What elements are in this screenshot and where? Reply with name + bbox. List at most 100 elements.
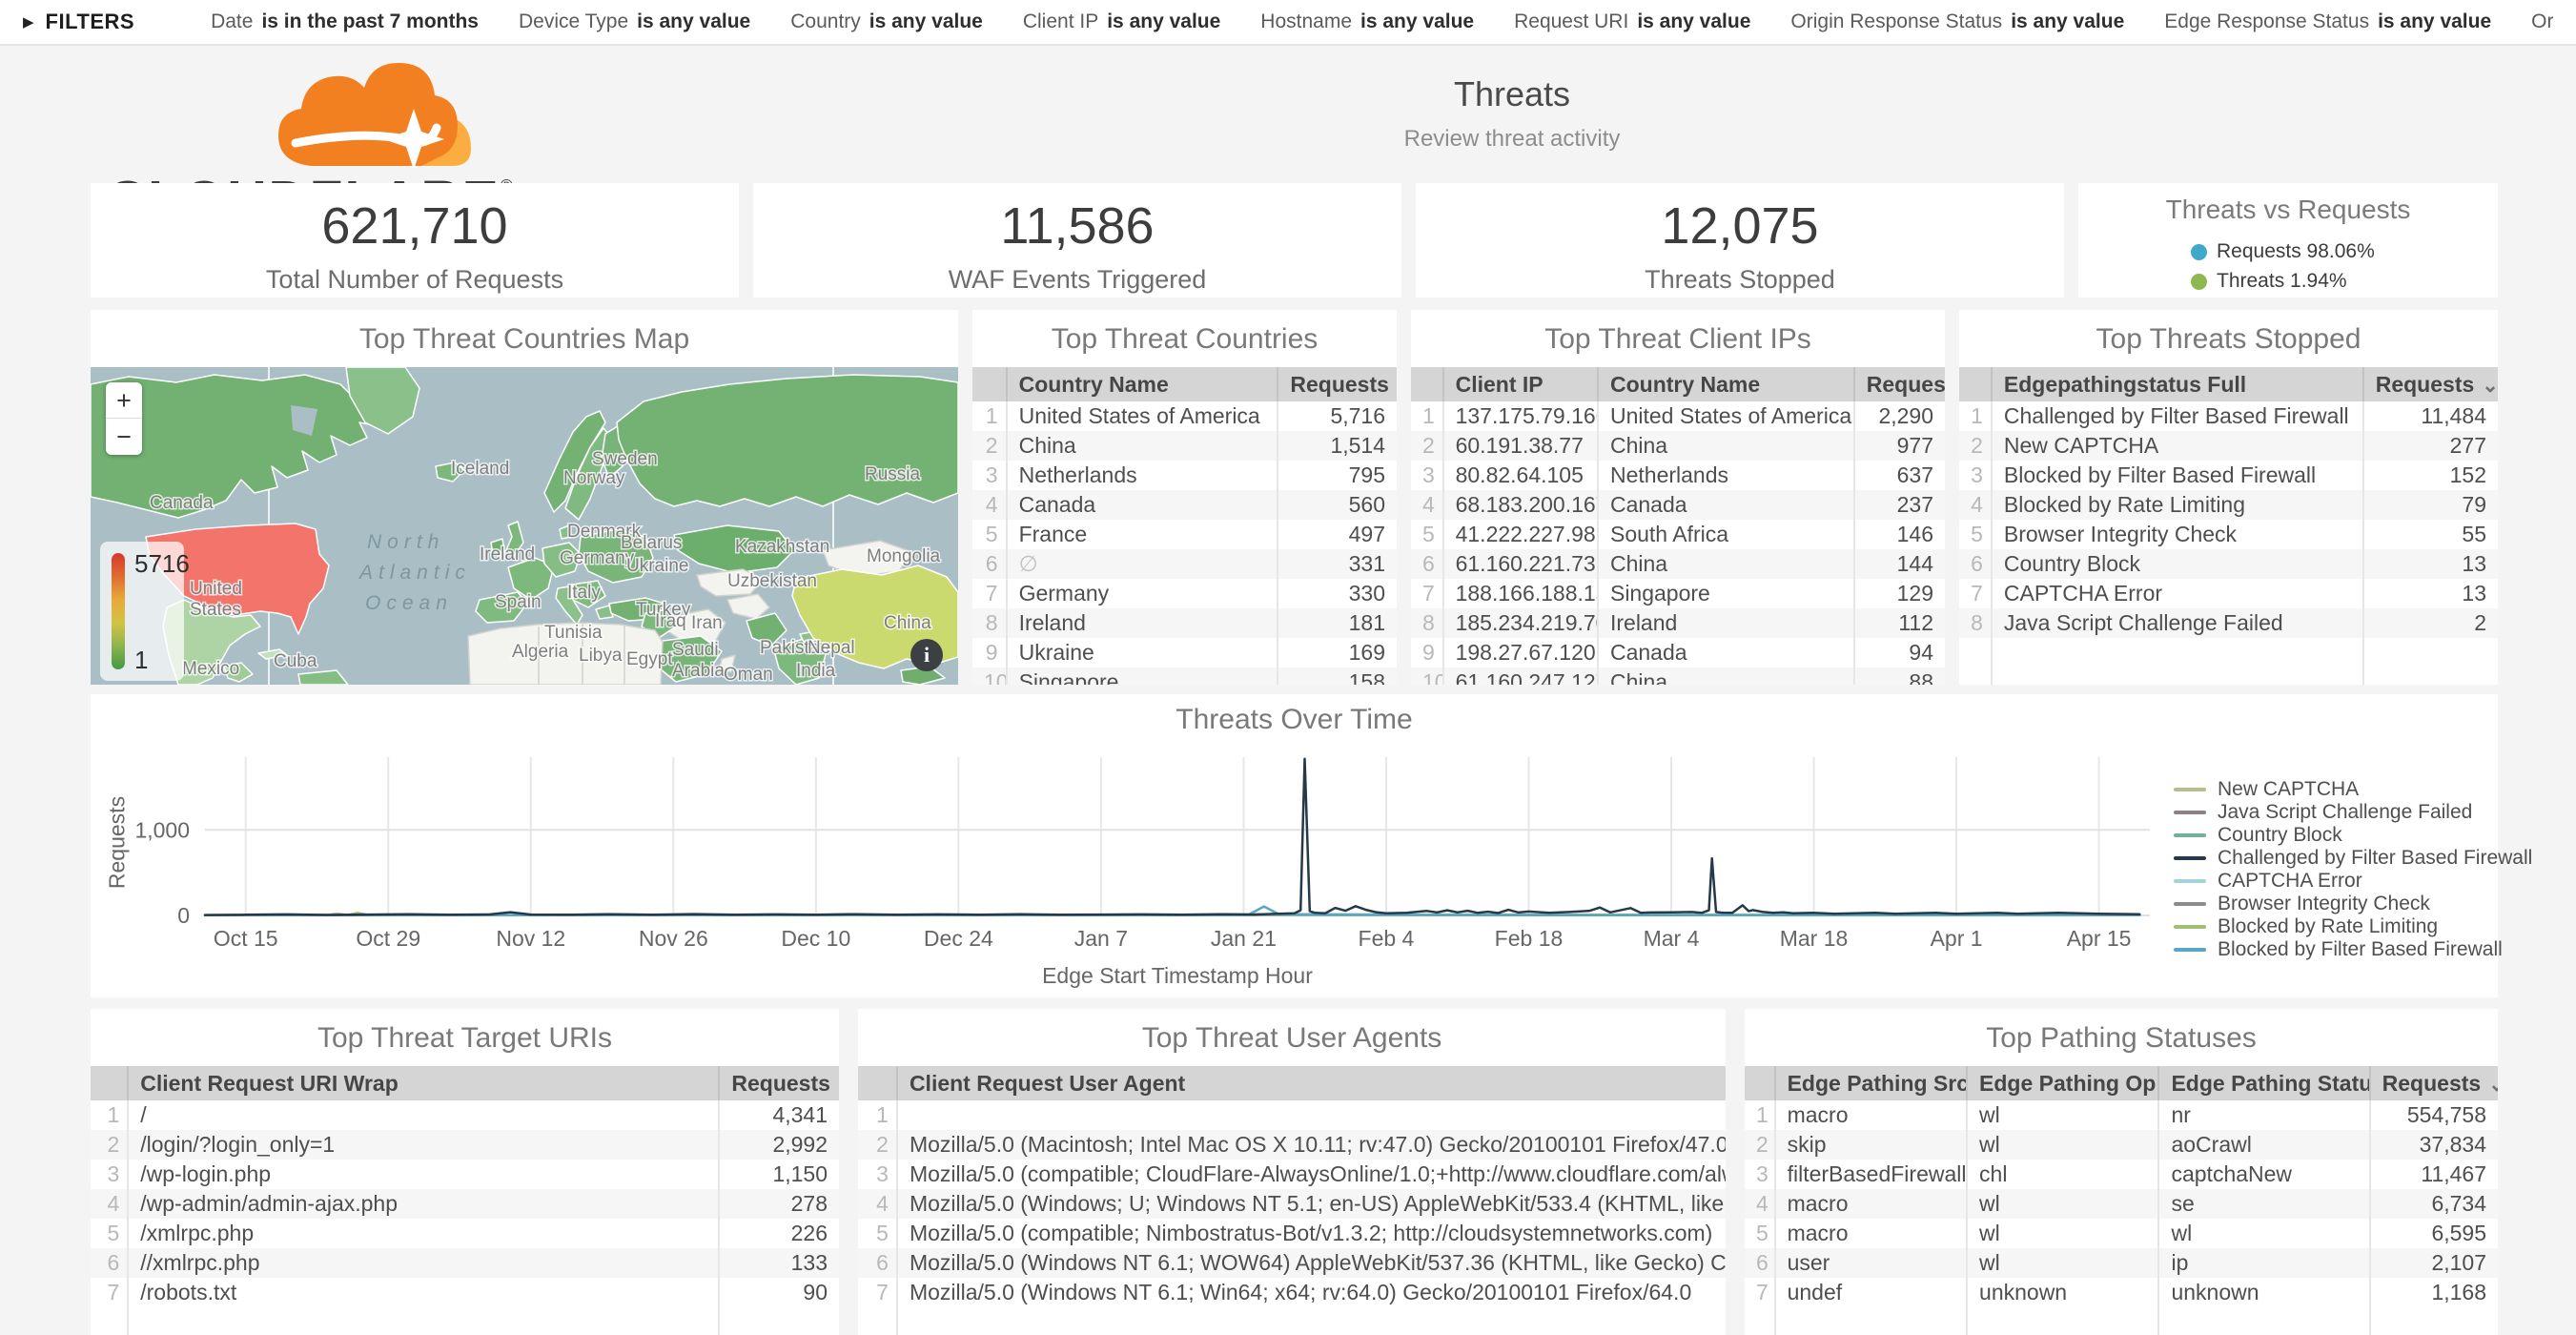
zoom-in-button[interactable]: + xyxy=(106,382,142,419)
table-row[interactable]: 2 skip wl aoCrawl 37,834 xyxy=(1745,1130,2498,1160)
table-filler xyxy=(858,1307,1726,1335)
column-header[interactable]: Requests⌄ xyxy=(1853,367,1945,401)
column-header[interactable]: Requests⌄ xyxy=(719,1066,839,1100)
chart-legend-item[interactable]: CAPTCHA Error xyxy=(2174,870,2532,893)
threats-over-time-chart[interactable]: Oct 15 Oct 29 Nov 12 Nov 26 Dec 10 Dec 24 Jan … xyxy=(91,694,2498,997)
table-row[interactable]: 9 198.27.67.120 Canada 94 xyxy=(1411,638,1945,668)
table-row[interactable]: 8 Ireland 181 xyxy=(972,608,1397,638)
table-row[interactable]: 2 Mozilla/5.0 (Macintosh; Intel Mac OS X … xyxy=(858,1130,1726,1160)
table-row[interactable]: 5 41.222.227.98 South Africa 146 xyxy=(1411,520,1945,549)
table-row[interactable]: 1 137.175.79.166 United States of America 2… xyxy=(1411,401,1945,431)
table-row[interactable]: 1/4,341 xyxy=(91,1100,839,1130)
pie-legend-item[interactable]: Threats 1.94% xyxy=(2191,270,2498,293)
table-row[interactable]: 5 macro wl wl 6,595 xyxy=(1745,1219,2498,1248)
table-row[interactable]: 9 Ukraine 169 xyxy=(972,638,1397,668)
column-header[interactable]: Edge Pathing Src xyxy=(1774,1066,1969,1100)
table-row[interactable]: 2 60.191.38.77 China 977 xyxy=(1411,431,1945,461)
column-header[interactable]: Client Request URI Wrap xyxy=(128,1066,721,1100)
column-header[interactable]: Country Name xyxy=(1597,367,1855,401)
table-row[interactable]: 1 United States of America 5,716 xyxy=(972,401,1397,431)
table-row[interactable]: 6 Country Block 13 xyxy=(1959,549,2498,579)
table-row[interactable]: 7 Mozilla/5.0 (Windows NT 6.1; Win64; x64… xyxy=(858,1278,1726,1307)
table-row[interactable]: 4 Blocked by Rate Limiting 79 xyxy=(1959,490,2498,520)
chart-legend-item[interactable]: New CAPTCHA xyxy=(2174,778,2532,801)
table-cell: 133 xyxy=(719,1248,839,1278)
threats_stopped-data-table: Edgepathingstatus Full Requests ⌄ 1 Challeng… xyxy=(1959,367,2498,685)
column-header[interactable]: Requests⌄ xyxy=(2362,367,2498,401)
table-row[interactable]: 6 Mozilla/5.0 (Windows NT 6.1; WOW64) App… xyxy=(858,1248,1726,1278)
table-cell: 112 xyxy=(1853,608,1945,638)
world-map[interactable]: North Atlantic Ocean Canada United States Mex… xyxy=(91,367,958,685)
table-row[interactable]: 4 macro wl se 6,734 xyxy=(1745,1189,2498,1219)
threats-vs-requests-card[interactable]: Threats vs Requests Requests 98.06% Threa… xyxy=(2078,183,2498,298)
filter-item[interactable]: Client IP is any value xyxy=(1022,10,1221,32)
pie-legend-item[interactable]: Requests 98.06% xyxy=(2191,240,2498,263)
table-row[interactable]: 7 undef unknown unknown 1,168 xyxy=(1745,1278,2498,1307)
table-row[interactable]: 8 Java Script Challenge Failed 2 xyxy=(1959,608,2498,638)
table-row[interactable]: 3/wp-login.php 1,150 xyxy=(91,1160,839,1189)
chart-legend-item[interactable]: Browser Integrity Check xyxy=(2174,893,2532,915)
table-row[interactable]: 5 France 497 xyxy=(972,520,1397,549)
filter-item[interactable]: Request URI is any value xyxy=(1514,10,1751,32)
chart-legend-item[interactable]: Challenged by Filter Based Firewall xyxy=(2174,847,2532,870)
zoom-out-button[interactable]: − xyxy=(106,419,142,455)
filter-item[interactable]: Country is any value xyxy=(790,10,983,32)
filter-item[interactable]: Date is in the past 7 months xyxy=(211,10,479,32)
table-row[interactable]: 7/robots.txt 90 xyxy=(91,1278,839,1307)
table-row[interactable]: 2/login/?login_only=1 2,992 xyxy=(91,1130,839,1160)
column-header[interactable]: Country Name xyxy=(1006,367,1279,401)
table-row[interactable]: 1 macro wl nr 554,758 xyxy=(1745,1100,2498,1130)
table-row[interactable]: 3 Blocked by Filter Based Firewall 152 xyxy=(1959,461,2498,490)
column-header[interactable]: Edgepathingstatus Full xyxy=(1991,367,2364,401)
table-row[interactable]: 4/wp-admin/admin-ajax.php 278 xyxy=(91,1189,839,1219)
chart-legend-item[interactable]: Blocked by Rate Limiting xyxy=(2174,915,2532,938)
column-header[interactable]: Client IP xyxy=(1442,367,1599,401)
table-row[interactable]: 5 Mozilla/5.0 (compatible; Nimbostratus-B… xyxy=(858,1219,1726,1248)
table-row[interactable]: 10 Singapore 158 xyxy=(972,668,1397,685)
table-row[interactable]: 5/xmlrpc.php 226 xyxy=(91,1219,839,1248)
table-row[interactable]: 2 China 1,514 xyxy=(972,431,1397,461)
chart-legend-item[interactable]: Country Block xyxy=(2174,824,2532,847)
table-row[interactable]: 1 xyxy=(858,1100,1726,1130)
column-header[interactable]: Requests⌄ xyxy=(1278,367,1397,401)
table-row[interactable]: 6 user wl ip 2,107 xyxy=(1745,1248,2498,1278)
column-header[interactable]: Edge Pathing Status xyxy=(2158,1066,2371,1100)
chart-legend-item[interactable]: Java Script Challenge Failed xyxy=(2174,801,2532,824)
table-cell: 129 xyxy=(1896,581,1933,606)
table-row[interactable]: 6//xmlrpc.php 133 xyxy=(91,1248,839,1278)
table-row[interactable]: 3 filterBasedFirewall chl captchaNew 11,467 xyxy=(1745,1160,2498,1189)
table-row[interactable]: 2 New CAPTCHA 277 xyxy=(1959,431,2498,461)
panel-title: Top Threats Stopped xyxy=(2096,323,2361,355)
filter-item[interactable]: Device Type is any value xyxy=(518,10,751,32)
column-header[interactable]: Requests⌄ xyxy=(2369,1066,2498,1100)
table-row[interactable]: 3 Mozilla/5.0 (compatible; CloudFlare-Alw… xyxy=(858,1160,1726,1189)
stat-waf-events[interactable]: 11,586 WAF Events Triggered xyxy=(753,183,1401,298)
table-row[interactable]: 4 68.183.200.167 Canada 237 xyxy=(1411,490,1945,520)
filter-item[interactable]: Edge Response Status is any value xyxy=(2164,10,2492,32)
table-row[interactable]: 6 61.160.221.73 China 144 xyxy=(1411,549,1945,579)
table-row[interactable]: 8 185.234.219.70 Ireland 112 xyxy=(1411,608,1945,638)
table-row[interactable]: 3 80.82.64.105 Netherlands 637 xyxy=(1411,461,1945,490)
table-row[interactable]: 6 ∅ 331 xyxy=(972,549,1397,579)
filters-toggle[interactable]: ▶ FILTERS xyxy=(23,10,134,34)
table-cell: 181 xyxy=(1278,608,1397,638)
filter-item[interactable]: Hostname is any value xyxy=(1260,10,1475,32)
column-header[interactable]: Edge Pathing Op xyxy=(1967,1066,2160,1100)
table-row[interactable]: 7 Germany 330 xyxy=(972,579,1397,608)
info-icon[interactable]: i xyxy=(910,639,943,671)
stat-threats-stopped[interactable]: 12,075 Threats Stopped xyxy=(1416,183,2064,298)
table-row[interactable]: 1 Challenged by Filter Based Firewall 11,4… xyxy=(1959,401,2498,431)
table-row[interactable]: 5 Browser Integrity Check 55 xyxy=(1959,520,2498,549)
table-row[interactable]: 4 Mozilla/5.0 (Windows; U; Windows NT 5.1… xyxy=(858,1189,1726,1219)
stat-total-requests[interactable]: 621,710 Total Number of Requests xyxy=(91,183,739,298)
column-header[interactable]: Client Request User Agent xyxy=(896,1066,1726,1100)
table-row[interactable]: 3 Netherlands 795 xyxy=(972,461,1397,490)
chart-legend-item[interactable]: Blocked by Filter Based Firewall xyxy=(2174,938,2532,961)
table-row[interactable]: 7 CAPTCHA Error 13 xyxy=(1959,579,2498,608)
filter-item[interactable]: Origin Response Status is any value xyxy=(1790,10,2125,32)
table-row[interactable]: 4 Canada 560 xyxy=(972,490,1397,520)
